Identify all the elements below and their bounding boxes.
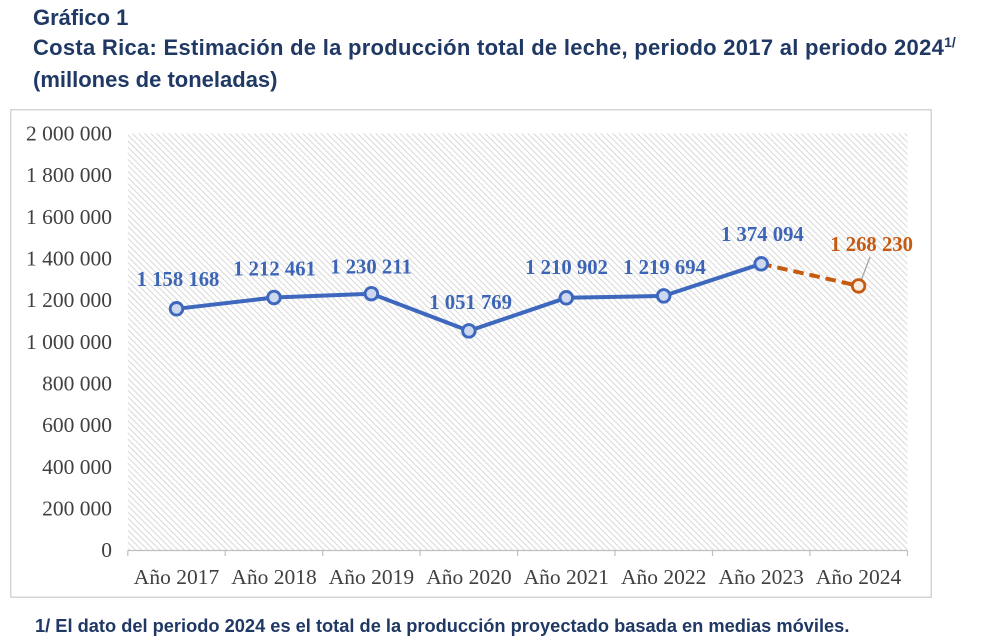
- svg-text:1 230 211: 1 230 211: [330, 256, 412, 278]
- svg-text:Año 2017: Año 2017: [134, 565, 220, 589]
- svg-text:0: 0: [101, 538, 112, 562]
- svg-text:600 000: 600 000: [42, 413, 112, 437]
- svg-text:Año 2021: Año 2021: [524, 565, 609, 589]
- svg-text:Año 2020: Año 2020: [426, 565, 511, 589]
- svg-text:Año 2022: Año 2022: [621, 565, 706, 589]
- svg-text:200 000: 200 000: [42, 496, 112, 520]
- svg-text:1 210 902: 1 210 902: [525, 257, 608, 279]
- svg-text:1 374 094: 1 374 094: [721, 224, 804, 246]
- svg-text:1 212 461: 1 212 461: [233, 259, 316, 281]
- svg-text:Año 2024: Año 2024: [816, 565, 902, 589]
- svg-text:1 268 230: 1 268 230: [830, 234, 913, 256]
- svg-text:1 158 168: 1 158 168: [137, 269, 220, 291]
- svg-text:1 400 000: 1 400 000: [26, 247, 112, 271]
- svg-text:1 800 000: 1 800 000: [26, 163, 112, 187]
- svg-text:1 200 000: 1 200 000: [26, 288, 112, 312]
- svg-text:Año 2019: Año 2019: [329, 565, 414, 589]
- svg-text:2 000 000: 2 000 000: [26, 122, 112, 146]
- svg-text:1 219 694: 1 219 694: [623, 257, 706, 279]
- svg-text:1 600 000: 1 600 000: [26, 205, 112, 229]
- svg-text:Año 2018: Año 2018: [231, 565, 316, 589]
- svg-text:Año 2023: Año 2023: [718, 565, 803, 589]
- svg-text:1 051 769: 1 051 769: [429, 292, 512, 314]
- svg-text:1 000 000: 1 000 000: [26, 330, 112, 354]
- svg-text:800 000: 800 000: [42, 372, 112, 396]
- svg-text:400 000: 400 000: [42, 455, 112, 479]
